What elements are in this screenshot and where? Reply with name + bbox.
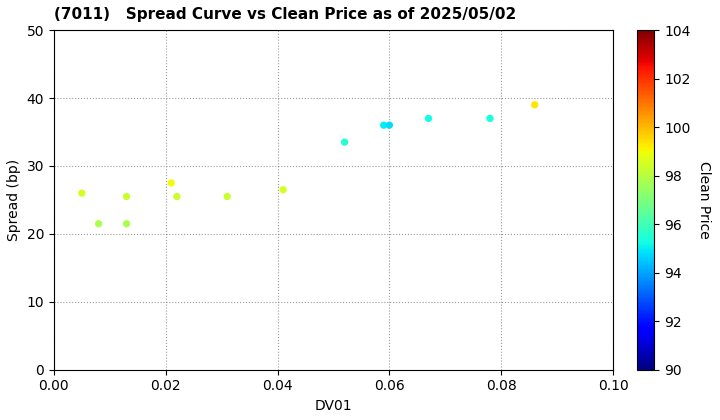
Point: [384, 122, 395, 129]
Point: [277, 186, 289, 193]
Text: (7011)   Spread Curve vs Clean Price as of 2025/05/02: (7011) Spread Curve vs Clean Price as of…: [54, 7, 516, 22]
Y-axis label: Spread (bp): Spread (bp): [7, 159, 21, 241]
Y-axis label: Clean Price: Clean Price: [698, 161, 711, 239]
Point: [171, 193, 183, 200]
Point: [121, 220, 132, 227]
Point: [93, 220, 104, 227]
Point: [76, 190, 88, 197]
Point: [423, 115, 434, 122]
Point: [529, 102, 541, 108]
Point: [378, 122, 390, 129]
Point: [121, 193, 132, 200]
Point: [339, 139, 351, 145]
X-axis label: DV01: DV01: [315, 399, 352, 413]
Point: [166, 180, 177, 186]
Point: [222, 193, 233, 200]
Point: [485, 115, 496, 122]
